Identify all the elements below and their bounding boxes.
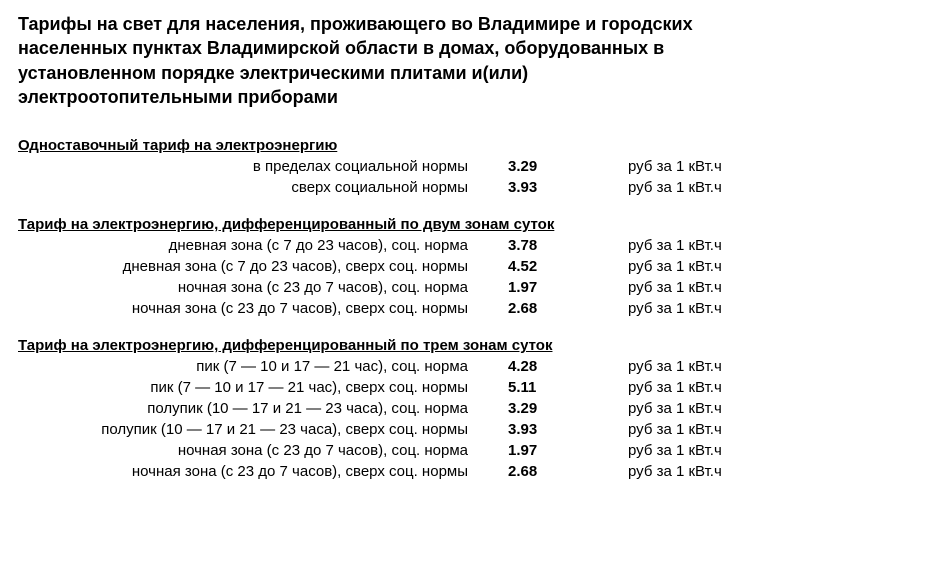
tariff-value: 3.29	[478, 156, 618, 177]
tariff-label: ночная зона (с 23 до 7 часов), соц. норм…	[18, 440, 478, 461]
tariff-unit: руб за 1 кВт.ч	[618, 398, 818, 419]
section-heading: Одноставочный тариф на электроэнергию	[18, 137, 915, 154]
tariff-row: ночная зона (с 23 до 7 часов), сверх соц…	[18, 298, 915, 319]
tariff-value: 1.97	[478, 440, 618, 461]
tariff-row: сверх социальной нормы3.93руб за 1 кВт.ч	[18, 177, 915, 198]
section-heading: Тариф на электроэнергию, дифференцирован…	[18, 216, 915, 233]
tariff-unit: руб за 1 кВт.ч	[618, 419, 818, 440]
tariff-row: пик (7 — 10 и 17 — 21 час), соц. норма4.…	[18, 356, 915, 377]
tariff-row: ночная зона (с 23 до 7 часов), соц. норм…	[18, 440, 915, 461]
tariff-row: ночная зона (с 23 до 7 часов), соц. норм…	[18, 277, 915, 298]
tariff-label: сверх социальной нормы	[18, 177, 478, 198]
tariff-label: дневная зона (с 7 до 23 часов), соц. нор…	[18, 235, 478, 256]
tariff-value: 2.68	[478, 298, 618, 319]
tariff-value: 3.78	[478, 235, 618, 256]
tariff-row: дневная зона (с 7 до 23 часов), сверх со…	[18, 256, 915, 277]
tariff-unit: руб за 1 кВт.ч	[618, 356, 818, 377]
tariff-row: в пределах социальной нормы3.29руб за 1 …	[18, 156, 915, 177]
tariff-label: полупик (10 — 17 и 21 — 23 часа), соц. н…	[18, 398, 478, 419]
tariff-row: полупик (10 — 17 и 21 — 23 часа), соц. н…	[18, 398, 915, 419]
tariff-row: ночная зона (с 23 до 7 часов), сверх соц…	[18, 461, 915, 482]
tariff-value: 4.52	[478, 256, 618, 277]
tariff-value: 4.28	[478, 356, 618, 377]
tariff-label: ночная зона (с 23 до 7 часов), соц. норм…	[18, 277, 478, 298]
tariff-label: пик (7 — 10 и 17 — 21 час), соц. норма	[18, 356, 478, 377]
tariff-value: 3.93	[478, 177, 618, 198]
tariff-value: 3.29	[478, 398, 618, 419]
tariff-value: 3.93	[478, 419, 618, 440]
tariff-unit: руб за 1 кВт.ч	[618, 440, 818, 461]
tariff-value: 1.97	[478, 277, 618, 298]
tariff-section: Тариф на электроэнергию, дифференцирован…	[18, 216, 915, 319]
tariff-label: дневная зона (с 7 до 23 часов), сверх со…	[18, 256, 478, 277]
tariff-value: 5.11	[478, 377, 618, 398]
tariff-row: пик (7 — 10 и 17 — 21 час), сверх соц. н…	[18, 377, 915, 398]
tariff-label: пик (7 — 10 и 17 — 21 час), сверх соц. н…	[18, 377, 478, 398]
tariff-value: 2.68	[478, 461, 618, 482]
section-heading: Тариф на электроэнергию, дифференцирован…	[18, 337, 915, 354]
tariff-label: ночная зона (с 23 до 7 часов), сверх соц…	[18, 461, 478, 482]
tariff-unit: руб за 1 кВт.ч	[618, 277, 818, 298]
tariff-section: Тариф на электроэнергию, дифференцирован…	[18, 337, 915, 482]
tariff-label: в пределах социальной нормы	[18, 156, 478, 177]
tariff-section: Одноставочный тариф на электроэнергию в п…	[18, 137, 915, 198]
tariff-sections: Одноставочный тариф на электроэнергию в п…	[18, 137, 915, 482]
tariff-unit: руб за 1 кВт.ч	[618, 256, 818, 277]
tariff-unit: руб за 1 кВт.ч	[618, 461, 818, 482]
tariff-row: полупик (10 — 17 и 21 — 23 часа), сверх …	[18, 419, 915, 440]
tariff-label: полупик (10 — 17 и 21 — 23 часа), сверх …	[18, 419, 478, 440]
tariff-unit: руб за 1 кВт.ч	[618, 235, 818, 256]
tariff-unit: руб за 1 кВт.ч	[618, 156, 818, 177]
page-title: Тарифы на свет для населения, проживающе…	[18, 12, 718, 109]
tariff-unit: руб за 1 кВт.ч	[618, 298, 818, 319]
tariff-label: ночная зона (с 23 до 7 часов), сверх соц…	[18, 298, 478, 319]
tariff-unit: руб за 1 кВт.ч	[618, 377, 818, 398]
tariff-row: дневная зона (с 7 до 23 часов), соц. нор…	[18, 235, 915, 256]
tariff-unit: руб за 1 кВт.ч	[618, 177, 818, 198]
